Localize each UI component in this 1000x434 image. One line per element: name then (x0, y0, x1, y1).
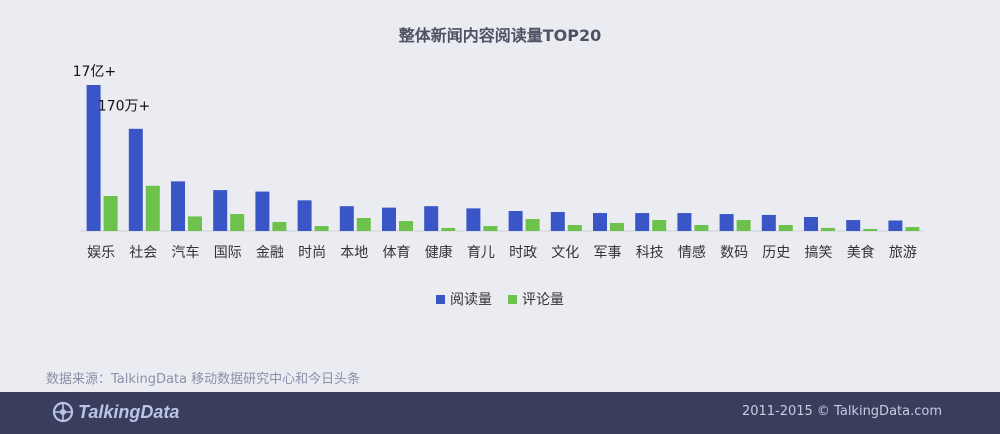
bar-read-8[interactable] (424, 206, 439, 231)
bar-comment-15[interactable] (736, 220, 751, 231)
x-tick-label: 体育 (383, 245, 411, 261)
legend-item-comment[interactable]: 评论量 (508, 289, 564, 309)
bar-read-14[interactable] (677, 213, 692, 231)
bar-read-2[interactable] (171, 181, 185, 231)
chart-legend: 阅读量 评论量 (0, 289, 1000, 309)
legend-label-comment: 评论量 (522, 292, 564, 308)
bar-comment-5[interactable] (314, 226, 329, 231)
x-tick-label: 本地 (340, 245, 368, 261)
bar-read-9[interactable] (466, 208, 481, 231)
legend-swatch-comment (508, 294, 517, 304)
chart-title: 整体新闻内容阅读量TOP20 (398, 26, 602, 45)
bar-comment-16[interactable] (778, 225, 793, 231)
bar-read-11[interactable] (550, 212, 565, 231)
x-tick-label: 金融 (256, 245, 284, 261)
bar-comment-18[interactable] (863, 228, 878, 231)
bar-read-6[interactable] (339, 206, 354, 231)
bar-comment-3[interactable] (230, 214, 245, 231)
x-tick-label: 搞笑 (805, 245, 833, 261)
bar-comment-13[interactable] (652, 220, 667, 231)
bar-comment-10[interactable] (525, 219, 540, 231)
bar-comment-8[interactable] (441, 227, 456, 231)
x-tick-label: 健康 (425, 244, 453, 261)
brand-logo[interactable]: TalkingData (52, 401, 179, 423)
logo-text: TalkingData (78, 401, 180, 422)
data-source-note: 数据来源：TalkingData 移动数据研究中心和今日头条 (46, 372, 361, 387)
x-tick-label: 时尚 (298, 245, 326, 261)
bar-read-18[interactable] (846, 220, 861, 231)
x-tick-label: 文化 (551, 245, 579, 261)
bar-comment-7[interactable] (399, 221, 413, 231)
legend-label-read: 阅读量 (450, 292, 492, 308)
bar-comment-6[interactable] (356, 218, 371, 231)
bar-read-3[interactable] (213, 190, 228, 231)
x-tick-label: 娱乐 (87, 245, 115, 261)
bar-read-13[interactable] (635, 213, 650, 231)
x-tick-label: 历史 (762, 245, 790, 261)
bar-read-1[interactable] (128, 128, 143, 231)
bar-read-5[interactable] (297, 200, 312, 231)
legend-swatch-read (436, 294, 445, 304)
bar-comment-19[interactable] (905, 227, 920, 231)
bar-comment-2[interactable] (188, 216, 202, 231)
bar-comment-14[interactable] (694, 225, 709, 231)
bar-read-15[interactable] (719, 214, 734, 231)
talkingdata-logo-icon (52, 401, 74, 423)
x-tick-label: 数码 (720, 245, 748, 261)
x-tick-label: 旅游 (889, 245, 917, 261)
legend-item-read[interactable]: 阅读量 (436, 289, 492, 309)
bar-comment-0[interactable] (103, 195, 118, 231)
bar-read-4[interactable] (255, 191, 270, 231)
copyright-text: 2011-2015 © TalkingData.com (741, 404, 942, 419)
x-tick-label: 国际 (214, 245, 242, 261)
x-tick-label: 汽车 (172, 244, 200, 261)
bar-read-19[interactable] (888, 220, 903, 231)
bar-comment-12[interactable] (610, 222, 624, 231)
footer-bar: TalkingData 2011-2015 © TalkingData.com (0, 392, 1000, 434)
x-tick-label: 育儿 (467, 245, 495, 261)
bar-comment-17[interactable] (821, 227, 835, 231)
x-tick-label: 科技 (636, 245, 664, 261)
x-tick-label: 时政 (509, 245, 537, 261)
x-tick-label: 美食 (847, 244, 875, 261)
x-tick-label: 情感 (678, 244, 706, 261)
bar-comment-1[interactable] (145, 185, 160, 231)
bar-comment-11[interactable] (567, 225, 582, 231)
bar-read-10[interactable] (508, 210, 523, 231)
bar-read-16[interactable] (761, 214, 776, 231)
x-tick-label: 军事 (594, 245, 622, 261)
bar-read-17[interactable] (804, 216, 818, 231)
bar-read-7[interactable] (382, 207, 396, 231)
bar-read-12[interactable] (593, 213, 607, 231)
data-annotation: 170万+ (98, 99, 150, 115)
data-annotation: 17亿+ (73, 64, 117, 80)
x-tick-label: 社会 (129, 245, 157, 261)
bar-read-0[interactable] (86, 85, 101, 231)
bar-comment-9[interactable] (483, 226, 498, 231)
bar-comment-4[interactable] (272, 221, 287, 231)
